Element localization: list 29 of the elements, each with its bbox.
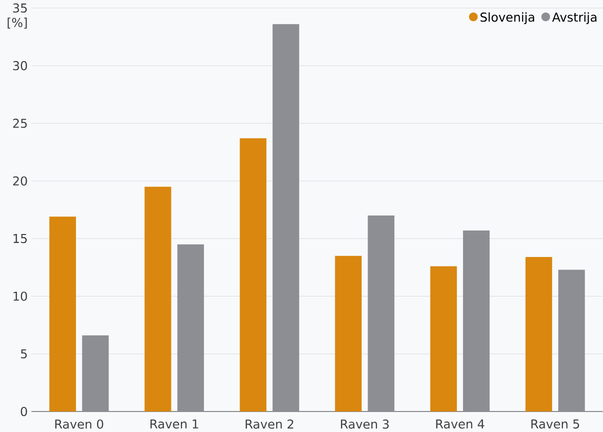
legend-label: Avstrija	[552, 12, 596, 24]
legend-label: Slovenija	[480, 12, 534, 24]
x-tick-label: Raven 1	[150, 419, 198, 429]
bar	[335, 256, 362, 412]
x-tick-label: Raven 0	[55, 419, 104, 429]
bar	[368, 215, 394, 412]
y-axis-title: [%]	[8, 18, 27, 29]
y-tick-label: 10	[14, 292, 28, 301]
y-tick-label: 15	[14, 234, 27, 244]
bar	[240, 138, 266, 412]
y-tick-label: 25	[13, 118, 27, 128]
bar	[144, 186, 172, 412]
y-tick-label: 5	[20, 349, 27, 358]
x-tick-label: Raven 2	[246, 419, 294, 429]
y-tick-label: 20	[13, 176, 28, 186]
y-tick-label: 30	[13, 60, 28, 70]
bar	[272, 24, 300, 412]
bar	[463, 230, 490, 412]
y-tick-label: 35	[13, 3, 27, 13]
bar	[558, 270, 585, 412]
bar	[430, 266, 457, 412]
bar	[49, 216, 76, 412]
x-tick-label: Raven 3	[340, 419, 389, 429]
bar	[525, 256, 552, 412]
x-tick-label: Raven 5	[531, 419, 580, 429]
bar	[177, 244, 204, 412]
bar	[82, 335, 109, 412]
x-tick-label: Raven 4	[436, 419, 484, 429]
y-tick-label: 0	[20, 406, 28, 416]
